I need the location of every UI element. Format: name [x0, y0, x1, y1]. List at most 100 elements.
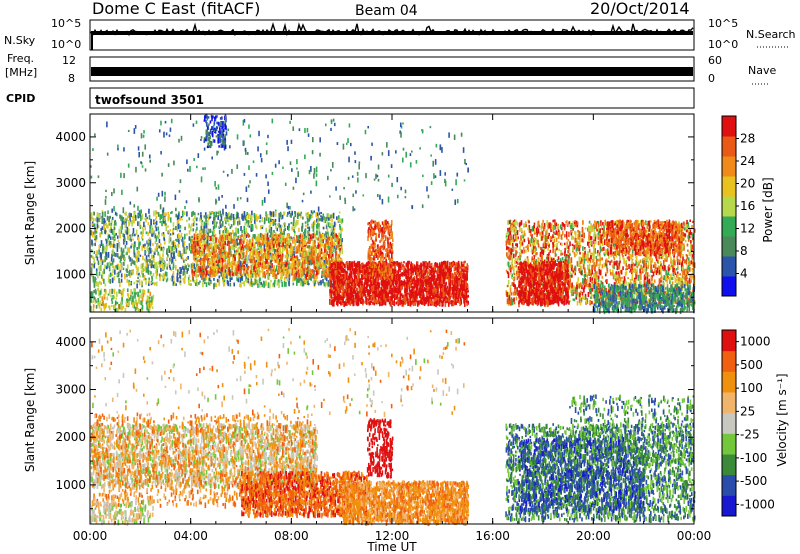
freq-trace: [91, 67, 693, 76]
heatmap-cell: [191, 242, 193, 244]
heatmap-cell: [137, 277, 139, 279]
heatmap-cell: [170, 278, 172, 280]
heatmap-cell: [187, 263, 189, 265]
heatmap-cell: [271, 268, 273, 274]
heatmap-cell: [217, 245, 219, 249]
heatmap-cell: [275, 226, 277, 230]
heatmap-cell: [265, 228, 267, 233]
heatmap-cell: [133, 288, 135, 291]
heatmap-cell: [138, 244, 140, 249]
heatmap-cell: [118, 266, 120, 270]
heatmap-cell: [93, 279, 95, 283]
heatmap-cell: [262, 259, 264, 262]
heatmap-cell: [321, 251, 323, 253]
heatmap-cell: [279, 233, 281, 238]
heatmap-cell: [253, 266, 255, 270]
heatmap-cell: [250, 265, 252, 270]
heatmap-cell: [93, 243, 95, 245]
heatmap-cell: [142, 273, 144, 277]
heatmap-cell: [189, 275, 191, 278]
heatmap-cell: [283, 223, 285, 225]
heatmap-cell: [153, 211, 155, 217]
heatmap-cell: [308, 248, 310, 251]
heatmap-cell: [148, 244, 150, 247]
noise-left-tick-top: 10^5: [51, 17, 81, 30]
heatmap-cell: [285, 282, 287, 287]
heatmap-cell: [196, 227, 198, 231]
heatmap-cell: [235, 262, 237, 264]
heatmap-cell: [219, 230, 221, 235]
heatmap-cell: [255, 242, 257, 244]
heatmap-cell: [203, 248, 205, 252]
heatmap-cell: [249, 252, 251, 258]
heatmap-cell: [283, 262, 285, 264]
heatmap-cell: [207, 220, 209, 226]
heatmap-cell: [401, 262, 403, 265]
heatmap-cell: [191, 224, 193, 227]
heatmap-cell: [197, 269, 199, 273]
heatmap-cell: [217, 215, 219, 220]
heatmap-cell: [240, 270, 242, 275]
heatmap-cell: [258, 245, 260, 249]
heatmap-cell: [115, 220, 117, 222]
heatmap-cell: [234, 266, 236, 269]
heatmap-cell: [267, 264, 269, 268]
heatmap-cell: [274, 260, 276, 262]
heatmap-cell: [246, 216, 248, 220]
heatmap-cell: [143, 222, 145, 227]
heatmap-cell: [309, 265, 311, 268]
heatmap-cell: [403, 261, 405, 263]
heatmap-cell: [210, 213, 212, 216]
heatmap-cell: [269, 283, 271, 289]
heatmap-cell: [288, 262, 290, 264]
heatmap-cell: [141, 214, 143, 220]
heatmap-cell: [177, 273, 179, 276]
heatmap-cell: [118, 256, 120, 259]
heatmap-cell: [299, 268, 301, 273]
heatmap-cell: [155, 216, 157, 218]
heatmap-cell: [100, 290, 102, 295]
heatmap-cell: [296, 268, 298, 271]
heatmap-cell: [152, 282, 154, 284]
heatmap-cell: [239, 221, 241, 225]
heatmap-cell: [98, 260, 100, 263]
heatmap-cell: [301, 226, 303, 231]
heatmap-cell: [116, 291, 118, 297]
heatmap-cell: [309, 245, 311, 249]
heatmap-cell: [244, 245, 246, 247]
heatmap-cell: [130, 246, 132, 249]
heatmap-cell: [91, 275, 93, 277]
heatmap-cell: [337, 256, 339, 261]
heatmap-cell: [149, 230, 151, 234]
heatmap-cell: [231, 250, 233, 252]
heatmap-cell: [278, 218, 280, 222]
heatmap-cell: [251, 215, 253, 221]
heatmap-cell: [303, 258, 305, 260]
heatmap-cell: [143, 293, 145, 297]
heatmap-cell: [102, 300, 104, 306]
heatmap-cell: [308, 234, 310, 237]
heatmap-cell: [119, 304, 121, 309]
heatmap-cell: [242, 263, 244, 267]
heatmap-cell: [318, 218, 320, 221]
heatmap-cell: [242, 274, 244, 276]
heatmap-cell: [232, 273, 234, 275]
heatmap-cell: [120, 265, 122, 271]
heatmap-cell: [393, 300, 395, 303]
heatmap-cell: [342, 218, 344, 222]
heatmap-cell: [321, 259, 323, 263]
heatmap-cell: [294, 242, 296, 247]
heatmap-cell: [100, 228, 102, 231]
heatmap-cell: [302, 217, 304, 220]
heatmap-cell: [370, 277, 372, 279]
heatmap-cell: [130, 238, 132, 241]
heatmap-cell: [339, 252, 341, 255]
heatmap-cell: [302, 253, 304, 258]
heatmap-cell: [229, 256, 231, 260]
heatmap-cell: [312, 212, 314, 214]
heatmap-cell: [100, 282, 102, 285]
heatmap-cell: [370, 281, 372, 285]
heatmap-cell: [168, 214, 170, 220]
heatmap-cell: [140, 232, 142, 235]
heatmap-cell: [103, 269, 105, 274]
